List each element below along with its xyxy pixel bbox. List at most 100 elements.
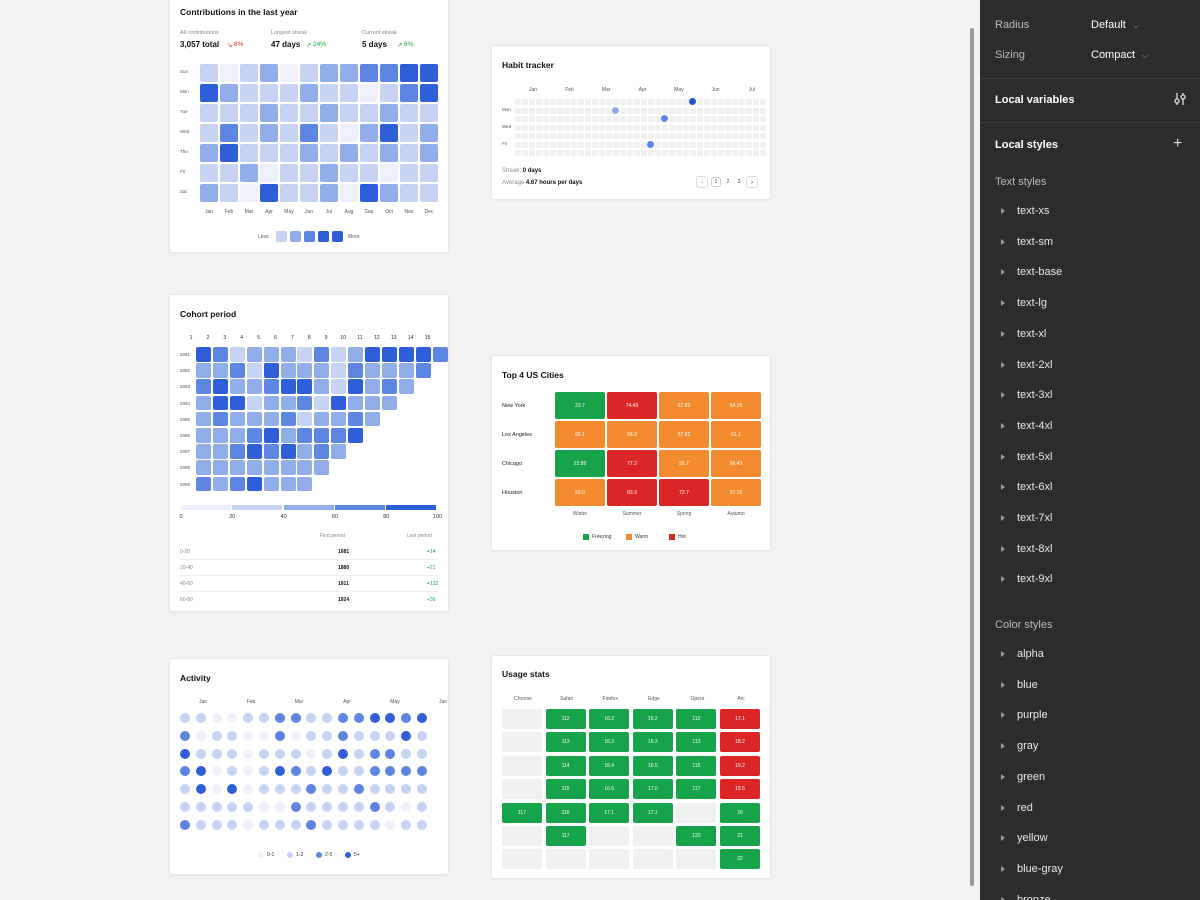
habit-day-cell[interactable] (711, 124, 717, 131)
activity-dot[interactable] (401, 784, 412, 795)
habit-active-dot[interactable] (647, 140, 654, 148)
cohort-cell[interactable] (196, 444, 211, 459)
contribution-cell[interactable] (220, 144, 238, 162)
page-1-button[interactable]: 1 (711, 177, 721, 187)
habit-day-cell[interactable] (655, 116, 661, 122)
habit-day-cell[interactable] (592, 116, 598, 122)
habit-day-cell[interactable] (536, 141, 542, 148)
contribution-cell[interactable] (200, 84, 218, 102)
cohort-cell[interactable] (297, 363, 313, 378)
version-cell[interactable]: 120 (676, 826, 717, 846)
temperature-cell[interactable]: 56.43 (711, 450, 761, 477)
cohort-cell[interactable] (348, 347, 364, 362)
habit-day-cell[interactable] (641, 116, 647, 122)
habit-day-cell[interactable] (515, 141, 521, 148)
activity-dot[interactable] (385, 802, 396, 812)
habit-day-cell[interactable] (739, 133, 745, 139)
cohort-cell[interactable] (331, 379, 347, 394)
cohort-cell[interactable] (246, 395, 262, 411)
habit-day-cell[interactable] (564, 150, 570, 156)
habit-day-cell[interactable] (515, 124, 521, 131)
habit-day-cell[interactable] (690, 150, 696, 156)
habit-day-cell[interactable] (711, 107, 717, 114)
text-style-item[interactable]: text-base (1001, 266, 1062, 278)
habit-day-cell[interactable] (522, 116, 528, 122)
activity-dot[interactable] (338, 730, 348, 741)
cohort-cell[interactable] (280, 444, 296, 459)
text-style-item[interactable]: text-2xl (1001, 359, 1052, 371)
habit-day-cell[interactable] (536, 124, 542, 131)
habit-day-cell[interactable] (711, 116, 717, 122)
activity-dot[interactable] (322, 730, 333, 741)
cohort-cell[interactable] (229, 444, 245, 459)
habit-day-cell[interactable] (515, 107, 521, 114)
text-style-item[interactable]: text-4xl (1001, 420, 1052, 432)
habit-day-cell[interactable] (550, 150, 556, 156)
habit-day-cell[interactable] (753, 107, 759, 114)
habit-day-cell[interactable] (683, 107, 689, 114)
contribution-cell[interactable] (400, 184, 418, 202)
cohort-cell[interactable] (280, 476, 296, 492)
habit-day-cell[interactable] (648, 99, 654, 105)
activity-dot[interactable] (322, 748, 333, 759)
activity-dot[interactable] (211, 766, 222, 777)
habit-day-cell[interactable] (578, 99, 584, 105)
activity-dot[interactable] (227, 802, 238, 812)
habit-day-cell[interactable] (536, 107, 542, 114)
habit-day-cell[interactable] (711, 99, 717, 105)
activity-dot[interactable] (259, 784, 269, 795)
habit-day-cell[interactable] (704, 116, 710, 122)
habit-day-cell[interactable] (543, 116, 549, 122)
cohort-cell[interactable] (196, 379, 211, 394)
activity-dot[interactable] (211, 819, 222, 830)
contribution-cell[interactable] (240, 64, 258, 82)
habit-day-cell[interactable] (662, 124, 668, 131)
contribution-cell[interactable] (320, 64, 338, 82)
habit-day-cell[interactable] (697, 99, 703, 105)
habit-day-cell[interactable] (697, 124, 703, 131)
habit-day-cell[interactable] (550, 99, 556, 105)
activity-dot[interactable] (369, 748, 380, 759)
habit-day-cell[interactable] (564, 141, 570, 148)
cohort-cell[interactable] (331, 444, 347, 459)
activity-dot[interactable] (259, 730, 269, 741)
version-cell[interactable]: 17.0 (632, 779, 673, 800)
activity-dot[interactable] (385, 730, 396, 741)
cohort-cell[interactable] (297, 347, 313, 362)
cohort-cell[interactable] (331, 411, 347, 427)
activity-dot[interactable] (417, 748, 427, 759)
habit-day-cell[interactable] (606, 141, 612, 148)
habit-day-cell[interactable] (529, 124, 535, 131)
habit-day-cell[interactable] (655, 141, 661, 148)
habit-day-cell[interactable] (760, 141, 766, 148)
habit-day-cell[interactable] (732, 141, 738, 148)
contribution-cell[interactable] (280, 184, 298, 202)
habit-day-cell[interactable] (529, 116, 535, 122)
habit-day-cell[interactable] (571, 133, 577, 139)
contribution-cell[interactable] (340, 144, 358, 162)
activity-dot[interactable] (195, 713, 206, 723)
habit-day-cell[interactable] (522, 107, 528, 114)
activity-dot[interactable] (243, 819, 254, 830)
activity-dot[interactable] (243, 748, 254, 759)
habit-day-cell[interactable] (690, 133, 696, 139)
habit-day-cell[interactable] (613, 150, 619, 156)
habit-day-cell[interactable] (564, 116, 570, 122)
contribution-cell[interactable] (380, 104, 398, 122)
habit-day-cell[interactable] (669, 107, 675, 114)
contribution-cell[interactable] (300, 84, 318, 102)
contribution-cell[interactable] (280, 164, 298, 182)
habit-day-cell[interactable] (627, 116, 633, 122)
activity-dot[interactable] (353, 748, 364, 759)
contribution-cell[interactable] (340, 184, 358, 202)
habit-day-cell[interactable] (732, 133, 738, 139)
temperature-cell[interactable]: 33.7 (555, 392, 605, 419)
text-style-item[interactable]: text-3xl (1001, 389, 1052, 401)
habit-day-cell[interactable] (599, 150, 605, 156)
activity-dot[interactable] (274, 819, 285, 830)
cohort-cell[interactable] (246, 363, 262, 378)
contribution-cell[interactable] (240, 104, 258, 122)
habit-day-cell[interactable] (606, 116, 612, 122)
local-variables-heading[interactable]: Local variables (995, 94, 1075, 106)
cohort-cell[interactable] (280, 395, 296, 411)
